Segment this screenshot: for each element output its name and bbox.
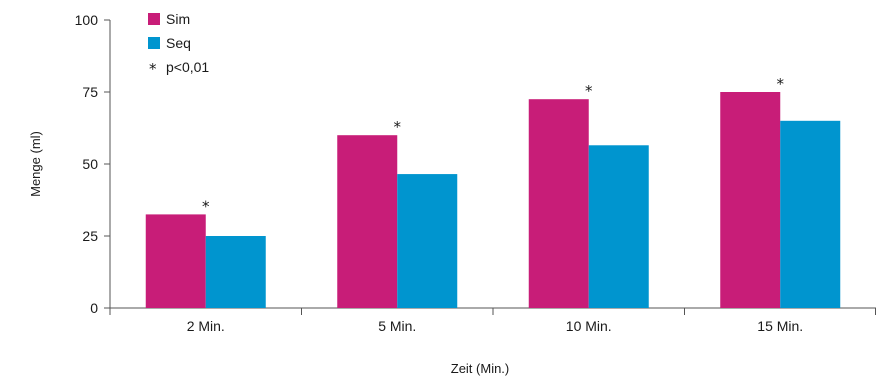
bar-sim — [528, 99, 589, 308]
bar-seq — [588, 145, 649, 308]
y-tick-label: 100 — [75, 12, 99, 28]
legend-significance-marker: * — [149, 60, 157, 78]
bar-sim — [145, 214, 206, 308]
x-axis: 2 Min. 5 Min. 10 Min. 15 Min. — [109, 307, 876, 334]
legend-swatch-sim — [148, 13, 160, 25]
bar-sim — [337, 135, 398, 308]
significance-markers: * * * * — [202, 75, 785, 215]
x-tick-label: 2 Min. — [187, 318, 225, 334]
legend-label-seq: Seq — [166, 35, 191, 51]
bar-seq — [397, 174, 458, 308]
legend-significance-label: p<0,01 — [166, 59, 209, 75]
y-tick-label: 25 — [82, 228, 98, 244]
x-tick-label: 15 Min. — [757, 318, 803, 334]
x-tick-label: 10 Min. — [566, 318, 612, 334]
x-tick-label: 5 Min. — [378, 318, 416, 334]
y-tick-label: 50 — [82, 156, 98, 172]
legend-swatch-seq — [148, 37, 160, 49]
bar-seq — [780, 120, 841, 308]
bars — [145, 92, 841, 308]
y-tick-label: 0 — [90, 300, 98, 316]
bar-sim — [720, 92, 781, 308]
x-axis-title: Zeit (Min.) — [451, 361, 510, 376]
significance-marker: * — [202, 197, 210, 215]
significance-marker: * — [394, 118, 402, 136]
y-tick-label: 75 — [82, 84, 98, 100]
significance-marker: * — [585, 82, 593, 100]
y-axis: 0 25 50 75 100 — [75, 12, 111, 316]
legend-label-sim: Sim — [166, 11, 190, 27]
y-axis-title: Menge (ml) — [28, 131, 43, 197]
bar-seq — [205, 236, 266, 308]
significance-marker: * — [777, 75, 785, 93]
legend: Sim Seq * p<0,01 — [148, 11, 209, 78]
